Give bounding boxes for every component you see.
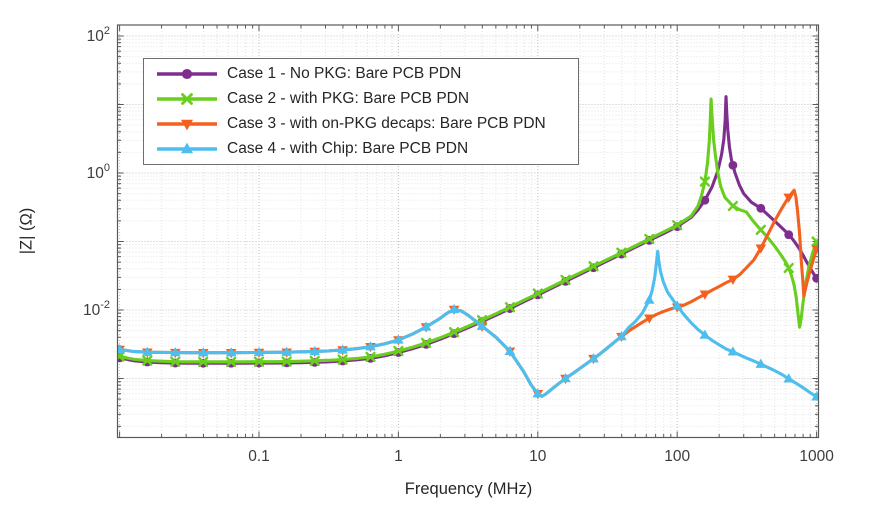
y-tick-label: 100 — [87, 162, 110, 182]
series — [117, 95, 819, 401]
x-tick-label: 0.1 — [248, 448, 270, 465]
legend-item-case-1: Case 1 - No PKG: Bare PCB PDN — [144, 62, 578, 86]
x-tick-label: 1000 — [799, 448, 834, 465]
legend-item-case-2: Case 2 - with PKG: Bare PCB PDN — [144, 87, 578, 111]
x-tick-label: 1 — [394, 448, 403, 465]
y-tick-label: 102 — [87, 25, 110, 45]
legend-item-label: Case 4 - with Chip: Bare PCB PDN — [227, 139, 469, 157]
series-case-1-markers — [117, 160, 819, 368]
legend-item-label: Case 1 - No PKG: Bare PCB PDN — [227, 65, 462, 83]
legend-item-case-4: Case 4 - with Chip: Bare PCB PDN — [144, 137, 578, 161]
series-case-3 — [117, 188, 819, 400]
x-tick-label: 10 — [529, 448, 547, 465]
legend: Case 1 - No PKG: Bare PCB PDN Case 2 - wi… — [143, 58, 579, 165]
series-case-4-markers — [117, 294, 819, 401]
x-marker-icon — [157, 93, 217, 106]
legend-item-case-3: Case 3 - with on-PKG decaps: Bare PCB PD… — [144, 112, 578, 136]
series-case-2-line — [118, 97, 819, 364]
series-case-2-markers — [117, 176, 819, 368]
y-axis-label: |Z| (Ω) — [17, 207, 36, 255]
tick-labels: 0.1 1 10 100 1000 102 100 10-2 — [83, 25, 834, 465]
series-case-4 — [117, 249, 819, 401]
series-case-2 — [117, 97, 819, 368]
x-tick-label: 100 — [664, 448, 690, 465]
circle-marker-icon — [157, 69, 217, 80]
axes-box — [116, 24, 820, 439]
triangle-up-marker-icon — [157, 142, 217, 153]
legend-item-label: Case 3 - with on-PKG decaps: Bare PCB PD… — [227, 114, 546, 132]
x-axis-label: Frequency (MHz) — [404, 480, 533, 498]
series-case-4-line — [118, 249, 819, 399]
legend-item-label: Case 2 - with PKG: Bare PCB PDN — [227, 90, 470, 108]
series-case-3-markers — [117, 193, 819, 400]
triangle-down-marker-icon — [157, 119, 217, 131]
y-tick-label: 10-2 — [83, 299, 110, 319]
